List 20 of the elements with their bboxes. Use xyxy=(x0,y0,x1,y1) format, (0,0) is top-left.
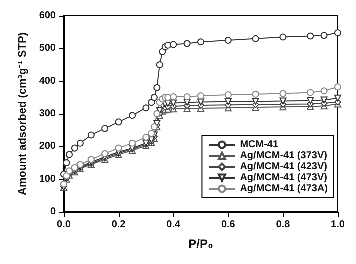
y-tick-label: 200 xyxy=(39,141,56,152)
y-axis-title: Amount adsorbed (cm³g⁻¹ STP) xyxy=(16,32,29,196)
x-tick-label: 0.8 xyxy=(276,220,291,230)
y-tick-label: 300 xyxy=(39,108,56,120)
x-tick-label: 0.6 xyxy=(221,220,236,230)
y-tick-label: 500 xyxy=(39,43,56,54)
x-tick-label: 0.4 xyxy=(166,220,181,230)
x-tick-label: 0.2 xyxy=(112,220,126,230)
x-tick-label: 0.0 xyxy=(57,220,72,230)
legend-label: Ag/MCM-41 (373V) xyxy=(240,150,328,162)
y-tick-label: 600 xyxy=(39,10,56,22)
x-tick-label: 1.0 xyxy=(331,220,346,230)
y-tick-label: 100 xyxy=(39,174,56,185)
legend-label: Ag/MCM-41 (423V) xyxy=(240,162,328,172)
legend-label: Ag/MCM-41 (473V) xyxy=(240,172,328,184)
y-tick-label: 400 xyxy=(39,76,56,87)
y-tick-label: 0 xyxy=(50,206,56,218)
x-axis-title: P/P₀ xyxy=(188,237,214,251)
legend-label: MCM-41 xyxy=(240,140,279,150)
legend-label: Ag/MCM-41 (473A) xyxy=(240,184,328,194)
